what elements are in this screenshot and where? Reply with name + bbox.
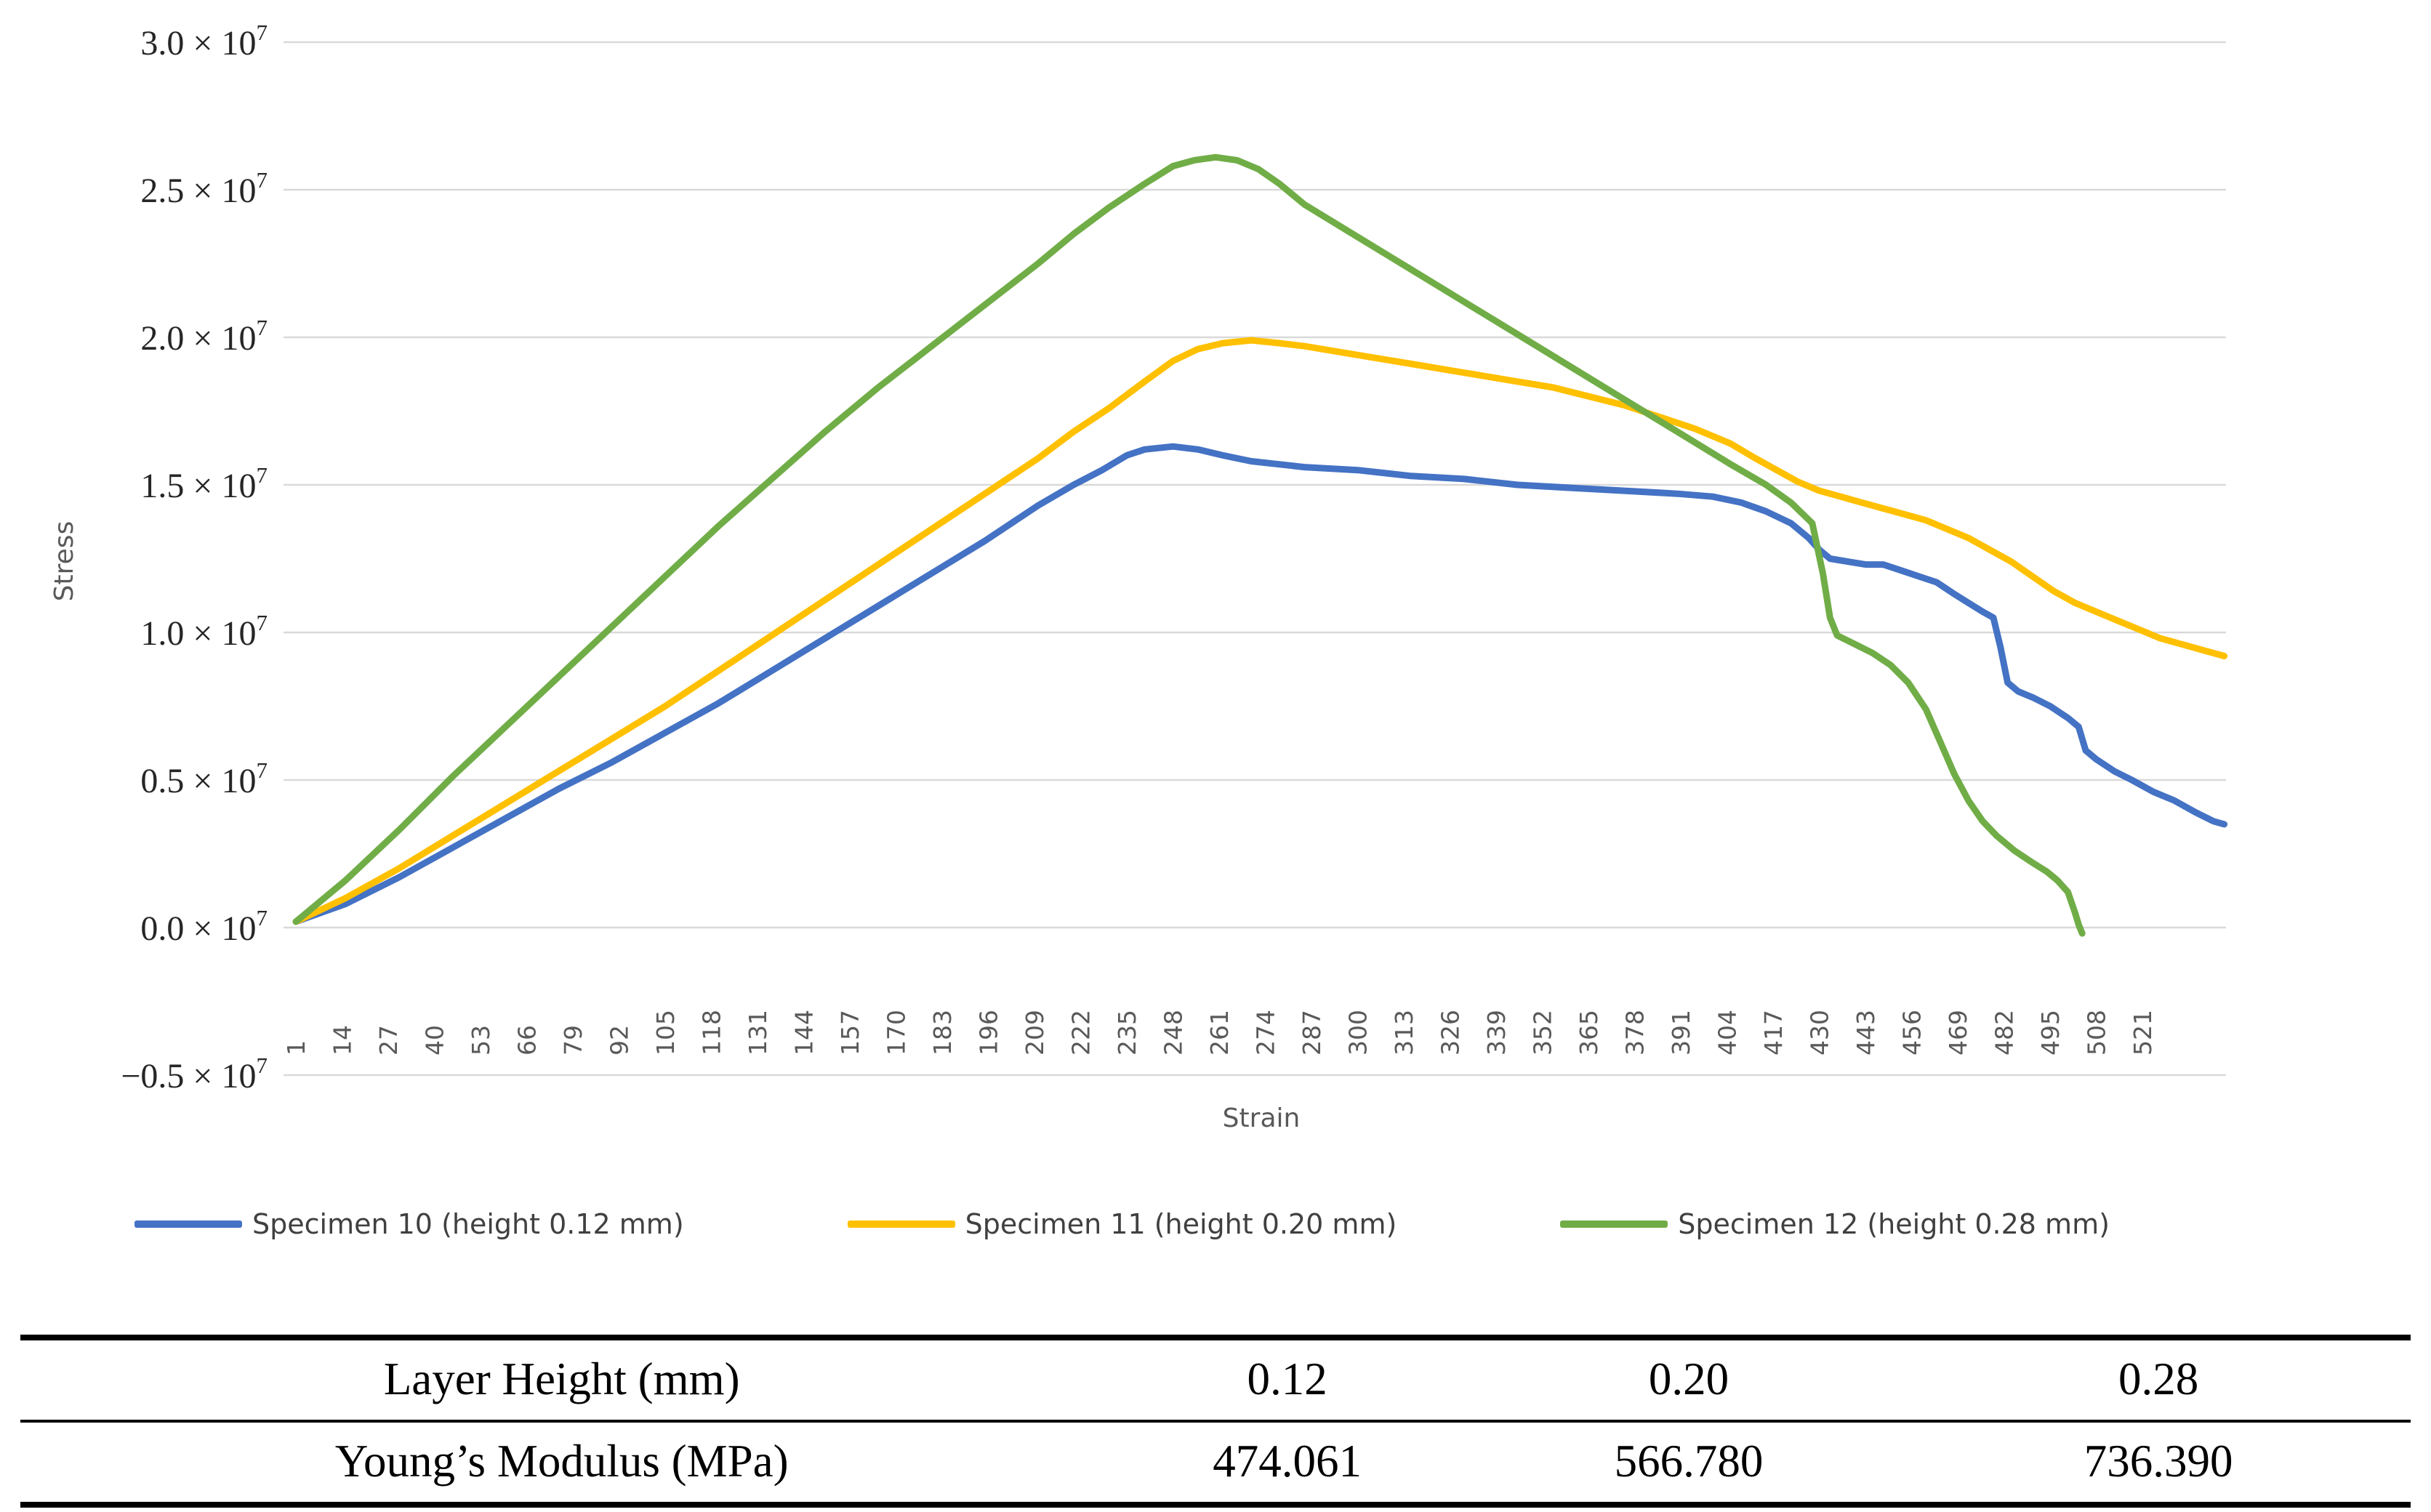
x-axis-title: Strain: [1223, 1103, 1301, 1133]
results-table-body: Layer Height (mm) 0.12 0.20 0.28 Young’s Mod…: [20, 1338, 2411, 1505]
series-line-specimen-12: [292, 153, 2086, 937]
x-tick-label: 79: [559, 1025, 587, 1055]
x-tick-label: 469: [1944, 1010, 1972, 1055]
series-line-specimen-10: [292, 443, 2228, 925]
x-tick-label: 118: [698, 1010, 726, 1055]
x-tick-label: 365: [1575, 1010, 1603, 1055]
legend-label: Specimen 11 (height 0.20 mm): [965, 1208, 1397, 1240]
x-tick-label: 261: [1205, 1010, 1234, 1055]
x-tick-label: 430: [1806, 1010, 1834, 1055]
x-tick-label: 274: [1252, 1010, 1280, 1055]
legend-line-swatch: [134, 1221, 242, 1228]
value-cell: 566.780: [1471, 1420, 1907, 1505]
x-tick-label: 92: [606, 1025, 634, 1055]
x-tick-label: 183: [928, 1010, 957, 1055]
x-tick-label: 391: [1667, 1010, 1695, 1055]
x-tick-label: 521: [2129, 1010, 2157, 1055]
x-tick-label: 482: [1990, 1010, 2019, 1055]
x-tick-label: 131: [744, 1010, 772, 1055]
x-tick-label: 235: [1113, 1010, 1141, 1055]
y-tick-label: −0.5 × 107: [121, 1053, 268, 1095]
y-tick-label: 1.5 × 107: [140, 462, 268, 505]
table-row: Layer Height (mm) 0.12 0.20 0.28: [20, 1338, 2411, 1421]
x-tick-label: 14: [329, 1025, 357, 1055]
x-axis-tick-labels: 1 14 27 40 53 66 79 92 105 118 131 144 157 170 183 196 2…: [282, 1010, 2157, 1055]
table-row: Young’s Modulus (MPa) 474.061 566.780 736.3…: [20, 1420, 2411, 1505]
results-table: Layer Height (mm) 0.12 0.20 0.28 Young’s Mod…: [20, 1335, 2411, 1508]
value-cell: 0.12: [1247, 1354, 1327, 1404]
x-tick-label: 287: [1298, 1010, 1326, 1055]
chart-legend: Specimen 10 (height 0.12 mm) Specimen 11 …: [134, 1208, 2110, 1240]
x-tick-label: 157: [836, 1010, 864, 1055]
row-header-cell: Layer Height (mm): [383, 1354, 740, 1404]
stress-strain-chart: 3.0 × 107 2.5 × 107 2.0 × 107 1.5 × 107 1.0 …: [49, 20, 2228, 1133]
x-tick-label: 196: [975, 1010, 1003, 1055]
x-tick-label: 456: [1898, 1010, 1926, 1055]
legend-label: Specimen 10 (height 0.12 mm): [252, 1208, 684, 1240]
x-tick-label: 144: [790, 1010, 819, 1055]
value-cell: 736.390: [1906, 1420, 2411, 1505]
x-tick-label: 105: [651, 1010, 680, 1055]
y-tick-label: 3.0 × 107: [140, 20, 268, 63]
y-axis-title: Stress: [49, 521, 79, 602]
x-tick-label: 66: [513, 1025, 542, 1055]
x-tick-label: 417: [1759, 1010, 1788, 1055]
x-tick-label: 222: [1067, 1010, 1096, 1055]
x-tick-label: 40: [421, 1025, 449, 1055]
x-tick-label: 508: [2083, 1010, 2111, 1055]
x-tick-label: 300: [1344, 1010, 1373, 1055]
x-tick-label: 443: [1852, 1010, 1880, 1055]
y-tick-label: 2.0 × 107: [140, 315, 268, 358]
y-tick-label: 0.0 × 107: [140, 905, 268, 948]
y-tick-label: 1.0 × 107: [140, 610, 268, 653]
y-axis-tick-labels: 3.0 × 107 2.5 × 107 2.0 × 107 1.5 × 107 1.0 …: [121, 20, 268, 1095]
value-cell: 0.28: [2118, 1354, 2199, 1404]
x-tick-label: 404: [1713, 1010, 1742, 1055]
x-tick-label: 326: [1436, 1010, 1465, 1055]
value-cell: 474.061: [1103, 1420, 1471, 1505]
series-lines: [292, 153, 2228, 937]
y-tick-label: 0.5 × 107: [140, 757, 268, 800]
x-tick-label: 378: [1621, 1010, 1650, 1055]
x-tick-label: 209: [1021, 1010, 1049, 1055]
x-tick-label: 27: [374, 1025, 403, 1055]
x-tick-label: 352: [1529, 1010, 1557, 1055]
x-tick-label: 1: [282, 1040, 310, 1055]
legend-label: Specimen 12 (height 0.28 mm): [1678, 1208, 2110, 1240]
x-tick-label: 53: [467, 1025, 495, 1055]
legend-item-specimen-10: Specimen 10 (height 0.12 mm): [134, 1208, 684, 1240]
row-header-cell: Young’s Modulus (MPa): [20, 1420, 1104, 1505]
legend-item-specimen-11: Specimen 11 (height 0.20 mm): [847, 1208, 1397, 1240]
legend-line-swatch: [847, 1221, 955, 1228]
series-line-specimen-11: [292, 337, 2228, 925]
value-cell: 0.20: [1648, 1354, 1729, 1404]
legend-line-swatch: [1560, 1221, 1668, 1228]
x-tick-label: 248: [1160, 1010, 1188, 1055]
x-tick-label: 495: [2036, 1010, 2065, 1055]
x-tick-label: 313: [1390, 1010, 1418, 1055]
x-tick-label: 170: [883, 1010, 911, 1055]
gridlines: [284, 41, 2226, 1077]
y-tick-label: 2.5 × 107: [140, 167, 268, 210]
x-tick-label: 339: [1482, 1010, 1511, 1055]
legend-item-specimen-12: Specimen 12 (height 0.28 mm): [1560, 1208, 2110, 1240]
